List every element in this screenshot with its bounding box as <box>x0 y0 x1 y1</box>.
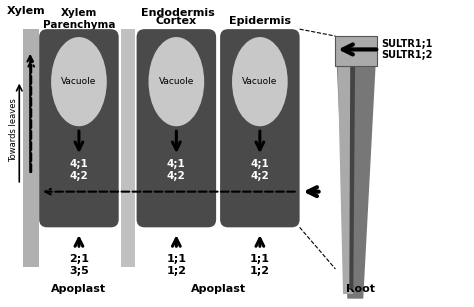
FancyBboxPatch shape <box>39 29 118 227</box>
Text: Cortex: Cortex <box>156 16 197 26</box>
Text: 4;2: 4;2 <box>250 171 269 181</box>
Text: 4;1: 4;1 <box>167 159 186 169</box>
Polygon shape <box>349 36 356 289</box>
Text: Vacuole: Vacuole <box>159 77 194 86</box>
Text: Root: Root <box>346 284 375 294</box>
Text: SULTR1;2: SULTR1;2 <box>381 50 433 60</box>
Polygon shape <box>336 36 377 299</box>
Text: 4;2: 4;2 <box>167 171 186 181</box>
Text: 4;1: 4;1 <box>70 159 88 169</box>
Text: Vacuole: Vacuole <box>61 77 97 86</box>
Ellipse shape <box>148 37 204 126</box>
Text: Xylem
Parenchyma: Xylem Parenchyma <box>43 8 115 30</box>
Text: Apoplast: Apoplast <box>51 284 107 294</box>
Bar <box>121 29 135 267</box>
Text: Xylem: Xylem <box>6 6 45 16</box>
Text: Apoplast: Apoplast <box>191 284 246 294</box>
Text: 4;1: 4;1 <box>250 159 269 169</box>
Text: 2;1: 2;1 <box>69 254 89 264</box>
Text: Endodermis: Endodermis <box>141 8 215 18</box>
Text: 1;1: 1;1 <box>250 254 270 264</box>
Text: Towards leaves: Towards leaves <box>9 98 18 162</box>
Text: 4;2: 4;2 <box>70 171 88 181</box>
Text: 1;1: 1;1 <box>166 254 186 264</box>
Bar <box>23 29 39 267</box>
Text: 3;5: 3;5 <box>69 266 89 276</box>
Text: Epidermis: Epidermis <box>229 16 291 26</box>
Polygon shape <box>337 38 353 294</box>
FancyBboxPatch shape <box>137 29 216 227</box>
Bar <box>336 36 377 66</box>
Text: SULTR1;1: SULTR1;1 <box>381 39 433 49</box>
Text: Vacuole: Vacuole <box>242 77 278 86</box>
Ellipse shape <box>51 37 107 126</box>
Ellipse shape <box>232 37 288 126</box>
FancyBboxPatch shape <box>220 29 300 227</box>
Text: 1;2: 1;2 <box>166 266 186 276</box>
Text: 1;2: 1;2 <box>250 266 270 276</box>
